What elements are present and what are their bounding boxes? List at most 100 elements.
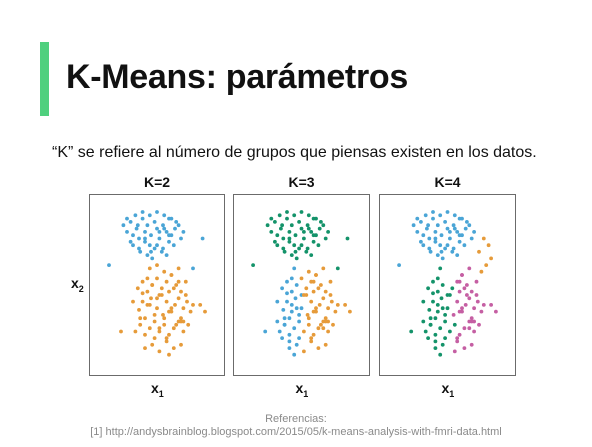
data-point-a-7 (143, 230, 147, 234)
data-point-b-66 (181, 306, 186, 311)
data-point-b-59 (161, 313, 165, 317)
data-point-c-89 (311, 289, 316, 294)
data-point-c-60 (433, 316, 438, 321)
data-point-a-24 (445, 243, 450, 248)
data-point-a-124 (107, 263, 111, 267)
data-point-b-65 (179, 316, 183, 321)
data-point-b-52 (140, 291, 145, 296)
data-point-a-27 (133, 213, 138, 218)
data-point-b-110 (145, 276, 150, 281)
data-point-b-91 (179, 289, 183, 294)
data-point-b-111 (164, 336, 169, 340)
data-point-b-53 (486, 243, 491, 248)
data-point-c-90 (448, 293, 452, 297)
data-point-a-41 (181, 230, 186, 234)
data-point-b-78 (263, 329, 268, 334)
data-point-a-125 (191, 266, 195, 271)
data-point-d-102 (479, 309, 484, 314)
data-point-a-46 (426, 223, 430, 228)
data-point-a-14 (164, 230, 169, 234)
data-point-b-97 (171, 346, 176, 350)
data-point-b-51 (481, 236, 486, 241)
data-point-a-38 (294, 256, 299, 261)
data-point-d-121 (465, 293, 469, 297)
data-point-b-74 (152, 336, 157, 340)
data-point-a-0 (411, 223, 416, 228)
data-point-b-79 (294, 306, 299, 311)
data-point-a-8 (289, 223, 294, 228)
data-point-a-18 (467, 223, 472, 228)
data-point-b-65 (297, 336, 301, 340)
data-point-d-115 (462, 346, 467, 350)
data-point-b-114 (169, 306, 174, 311)
data-point-d-131 (451, 313, 456, 317)
data-point-c-75 (440, 342, 445, 347)
data-point-c-73 (440, 283, 445, 287)
data-point-c-121 (304, 293, 309, 297)
data-point-d-128 (494, 309, 498, 314)
data-point-b-118 (171, 286, 176, 291)
data-point-d-125 (469, 319, 474, 324)
data-point-a-37 (450, 249, 455, 254)
data-point-a-36 (443, 246, 447, 251)
data-point-d-105 (462, 326, 467, 331)
data-point-c-77 (428, 316, 433, 321)
data-point-d-104 (457, 332, 462, 337)
data-point-a-17 (463, 226, 468, 231)
scatter-panel-3 (379, 194, 516, 376)
data-point-c-109 (319, 283, 323, 287)
data-point-a-30 (155, 210, 159, 214)
data-point-a-35 (435, 253, 440, 257)
data-point-a-18 (176, 223, 181, 228)
data-point-b-54 (281, 308, 286, 312)
footer-heading: Referencias: (265, 413, 327, 425)
data-point-b-87 (159, 286, 164, 291)
data-point-b-115 (150, 283, 155, 287)
data-point-c-117 (314, 273, 318, 277)
data-point-a-26 (167, 239, 171, 244)
data-point-b-112 (183, 293, 188, 297)
data-point-a-4 (279, 226, 283, 231)
data-point-c-68 (438, 326, 443, 331)
data-point-b-104 (138, 316, 143, 321)
data-point-a-30 (445, 210, 450, 214)
data-point-c-71 (431, 279, 435, 284)
data-point-d-108 (477, 322, 481, 327)
data-point-a-12 (302, 236, 306, 241)
data-point-a-6 (140, 216, 145, 221)
data-point-c-103 (326, 329, 330, 334)
data-point-b-67 (185, 299, 189, 304)
data-point-a-33 (419, 239, 423, 244)
data-point-a-13 (451, 223, 456, 228)
data-point-d-100 (472, 306, 476, 311)
data-point-d-111 (465, 283, 469, 287)
data-point-a-29 (147, 213, 152, 218)
data-point-a-38 (150, 256, 155, 261)
data-point-c-100 (311, 332, 316, 337)
data-point-a-12 (157, 236, 162, 241)
data-point-c-91 (317, 303, 322, 307)
data-point-d-117 (460, 273, 464, 277)
data-point-b-63 (287, 332, 292, 337)
data-point-a-20 (421, 243, 426, 248)
data-point-c-88 (309, 299, 314, 304)
data-point-a-43 (433, 236, 438, 241)
data-point-a-31 (162, 213, 167, 218)
data-point-a-11 (299, 226, 304, 231)
panel-frame (379, 194, 516, 376)
data-point-b-72 (292, 266, 297, 271)
data-point-c-80 (431, 299, 435, 304)
data-point-c-104 (331, 322, 335, 327)
data-point-a-44 (448, 230, 452, 234)
data-point-a-34 (138, 249, 143, 254)
data-point-d-95 (457, 289, 462, 294)
data-point-c-95 (329, 299, 334, 304)
data-point-a-10 (297, 220, 301, 224)
data-point-c-87 (433, 339, 438, 344)
data-point-a-20 (275, 243, 280, 248)
data-point-a-25 (451, 246, 456, 251)
data-point-b-86 (155, 276, 159, 281)
data-point-c-91 (448, 329, 452, 334)
data-point-a-10 (443, 220, 447, 224)
data-point-a-19 (469, 236, 474, 241)
